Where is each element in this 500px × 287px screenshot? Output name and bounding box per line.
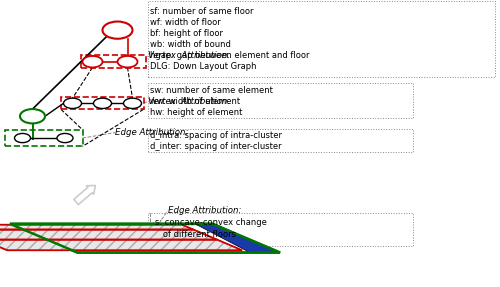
Text: bf: height of floor: bf: height of floor [150,29,223,38]
Bar [148,129,412,152]
Text: Edge Attribution:: Edge Attribution: [168,206,241,216]
Bar [148,213,412,246]
Polygon shape [0,225,194,230]
Circle shape [64,98,82,108]
Text: sw: number of same element: sw: number of same element [150,86,273,95]
Text: wb: width of bound: wb: width of bound [150,40,231,49]
Text: Edge Attribution:: Edge Attribution: [115,128,188,137]
Text: hw: height of element: hw: height of element [150,108,242,117]
Text: wf: width of floor: wf: width of floor [150,18,221,27]
Bar [61,97,144,109]
Text: s: concave-convex change: s: concave-convex change [155,218,267,227]
Circle shape [82,56,102,67]
Bar [148,83,412,118]
Bar [148,1,495,77]
Circle shape [14,133,30,143]
Text: hgap: gap between element and floor: hgap: gap between element and floor [150,51,310,60]
Text: d_intra: spacing of intra-cluster: d_intra: spacing of intra-cluster [150,131,282,140]
Polygon shape [195,224,280,253]
Circle shape [20,109,45,123]
Polygon shape [0,230,217,240]
Text: of different floors: of different floors [155,230,236,239]
Bar [5,130,82,146]
Text: d_inter: spacing of inter-cluster: d_inter: spacing of inter-cluster [150,142,282,151]
Circle shape [118,56,138,67]
Text: ww: width of element: ww: width of element [150,97,240,106]
Text: sf: number of same floor: sf: number of same floor [150,7,254,16]
Circle shape [94,98,112,108]
Text: DLG: Down Layout Graph: DLG: Down Layout Graph [150,61,256,71]
Text: Vertex  Attribution:: Vertex Attribution: [148,51,230,61]
Circle shape [124,98,142,108]
Circle shape [102,22,132,39]
Polygon shape [10,224,280,253]
Polygon shape [0,240,242,250]
Circle shape [57,133,73,143]
Text: Vertex  Attribution:: Vertex Attribution: [148,97,230,106]
Bar [81,55,146,68]
